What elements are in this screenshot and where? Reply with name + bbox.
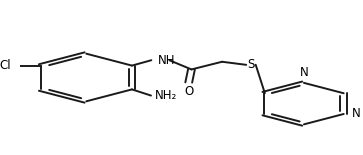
Text: S: S xyxy=(247,58,255,71)
Text: O: O xyxy=(184,85,193,98)
Text: Cl: Cl xyxy=(0,59,11,72)
Text: N: N xyxy=(299,66,308,79)
Text: N: N xyxy=(352,107,361,120)
Text: NH: NH xyxy=(158,54,175,67)
Text: NH₂: NH₂ xyxy=(155,89,177,102)
